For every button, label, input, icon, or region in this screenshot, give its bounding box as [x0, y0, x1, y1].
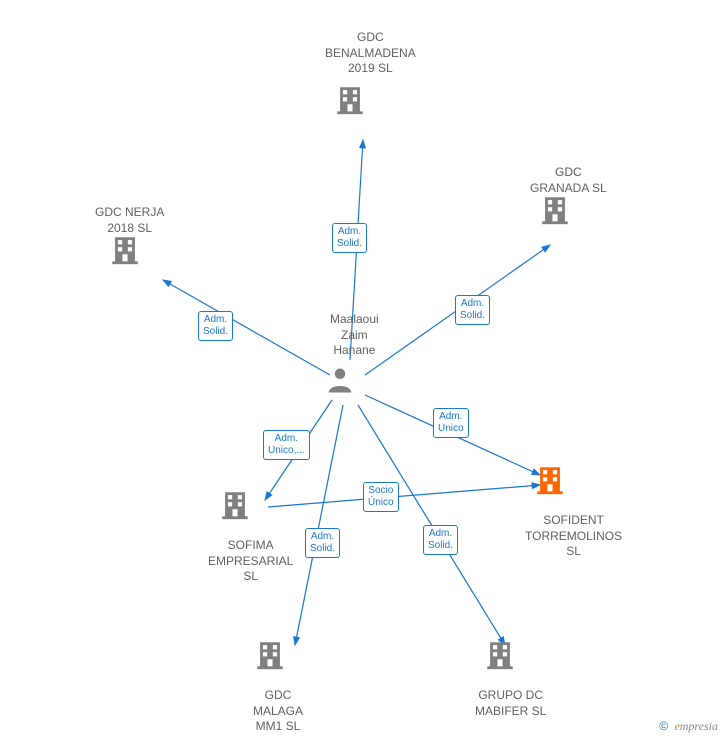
edge-line [268, 485, 540, 507]
edge-label: Adm. Solid. [198, 311, 233, 341]
brand-rest: mpresia [680, 719, 718, 733]
center-node-label: Maalaoui Zaim Hanane [330, 312, 379, 359]
node-label-sofident: SOFIDENT TORREMOLINOS SL [525, 513, 622, 560]
edge-label: Adm. Solid. [332, 223, 367, 253]
building-icon [483, 638, 517, 677]
footer-credit: © empresia [659, 719, 718, 734]
building-icon [218, 488, 252, 527]
node-label-nerja: GDC NERJA 2018 SL [95, 205, 164, 236]
edge-label: Adm. Unico,... [263, 430, 310, 460]
edge-label: Adm. Solid. [423, 525, 458, 555]
building-icon [533, 463, 567, 502]
edge-line [163, 280, 330, 375]
building-icon [253, 638, 287, 677]
building-icon [333, 83, 367, 122]
building-icon [538, 193, 572, 232]
node-label-malaga: GDC MALAGA MM1 SL [253, 688, 303, 735]
edge-label: Adm. Unico [433, 408, 469, 438]
node-label-grupo: GRUPO DC MABIFER SL [475, 688, 546, 719]
node-label-granada: GDC GRANADA SL [530, 165, 607, 196]
copyright-symbol: © [659, 719, 668, 733]
building-icon [108, 233, 142, 272]
person-icon [325, 365, 355, 400]
edge-label: Adm. Solid. [305, 528, 340, 558]
node-label-sofima: SOFIMA EMPRESARIAL SL [208, 538, 293, 585]
node-label-benalmadena: GDC BENALMADENA 2019 SL [325, 30, 416, 77]
edge-label: Socio Único [363, 482, 399, 512]
edge-label: Adm. Solid. [455, 295, 490, 325]
